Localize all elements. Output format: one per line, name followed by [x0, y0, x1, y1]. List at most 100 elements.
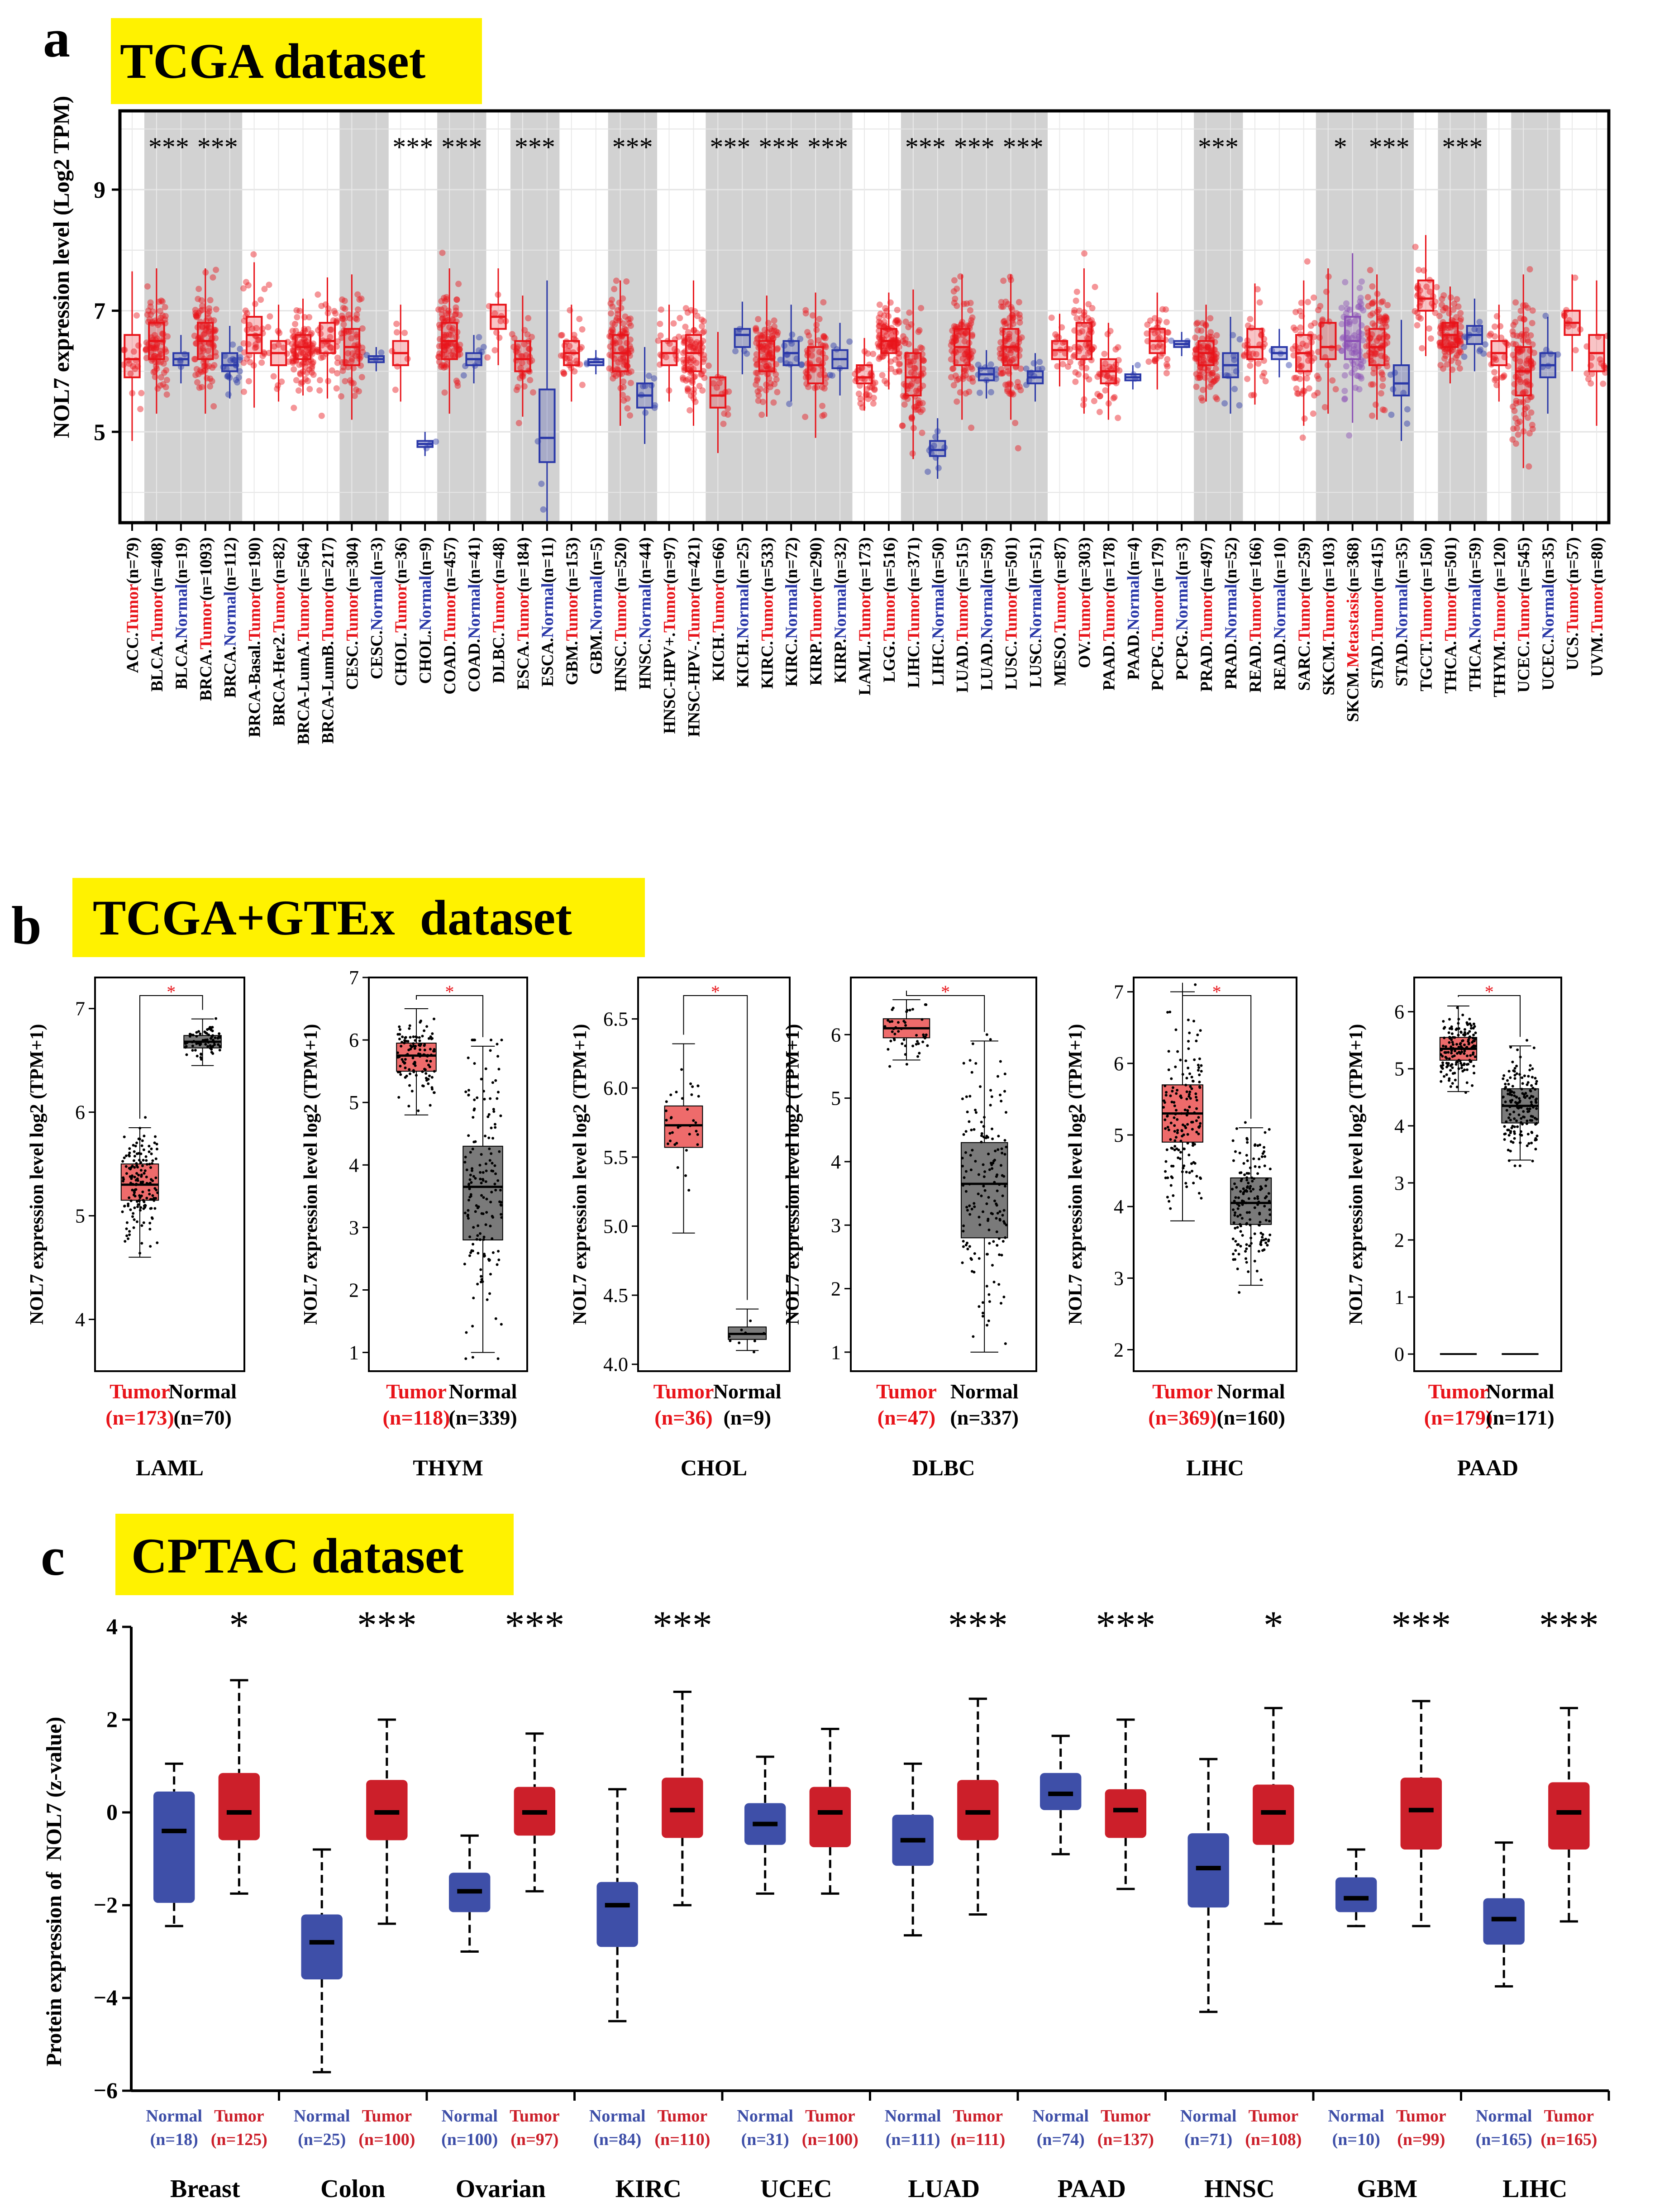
- data-point: [999, 1164, 1002, 1167]
- data-point: [485, 1197, 488, 1201]
- data-point: [920, 358, 927, 364]
- data-point: [423, 1049, 426, 1052]
- y-axis-label: NOL7 expression level log2 (TPM+1): [782, 1024, 803, 1325]
- data-point: [802, 310, 809, 317]
- panel-c: c CPTAC dataset Protein expression of NO…: [41, 1514, 1610, 2212]
- data-point: [919, 406, 926, 413]
- data-point: [412, 1042, 415, 1045]
- data-point: [1245, 1154, 1248, 1157]
- data-point: [1006, 336, 1012, 343]
- data-point: [127, 1202, 130, 1206]
- data-point: [1208, 334, 1215, 340]
- data-point: [310, 340, 317, 347]
- data-point: [1003, 1153, 1006, 1156]
- data-point: [306, 366, 313, 373]
- data-point: [906, 341, 912, 348]
- data-point: [613, 372, 620, 379]
- data-point: [237, 346, 243, 353]
- data-point: [1523, 1116, 1526, 1119]
- data-point: [472, 1297, 475, 1300]
- data-point: [464, 1090, 467, 1093]
- data-point: [295, 387, 302, 394]
- data-point: [1442, 352, 1449, 359]
- data-point: [767, 384, 774, 391]
- data-point: [1198, 1073, 1201, 1077]
- data-point: [1456, 1052, 1459, 1055]
- data-point: [988, 1300, 991, 1303]
- data-point: [1192, 334, 1199, 341]
- group-kind: Tumor: [709, 584, 728, 633]
- data-point: [919, 345, 925, 352]
- data-point: [1526, 1081, 1530, 1084]
- data-point: [798, 361, 805, 368]
- data-point: [1221, 400, 1228, 407]
- data-point: [863, 386, 870, 392]
- data-point: [1184, 1083, 1187, 1087]
- data-point: [1502, 1095, 1505, 1098]
- data-point: [1451, 1082, 1454, 1085]
- panel-a-xlabels: ACC.Tumor(n=79)BLCA.Tumor(n=408)BLCA.Nor…: [124, 523, 1607, 745]
- data-point: [1442, 1020, 1445, 1023]
- data-point: [767, 349, 773, 356]
- x-tick-label: BRCA-Basal.Tumor(n=190): [246, 537, 264, 737]
- data-point: [139, 1206, 143, 1209]
- data-point: [1097, 393, 1103, 400]
- data-point: [1174, 1065, 1177, 1068]
- data-point: [1344, 305, 1351, 312]
- data-point: [1252, 1187, 1255, 1191]
- data-point: [949, 365, 956, 372]
- data-point: [628, 345, 634, 352]
- group-n: (n=97): [661, 537, 679, 584]
- data-point: [815, 357, 822, 363]
- x-tick-label: CESC.Normal(n=3): [367, 537, 386, 679]
- data-point: [1467, 1063, 1470, 1066]
- data-point: [200, 345, 206, 352]
- data-point: [476, 347, 482, 354]
- data-point: [1249, 350, 1256, 357]
- data-point: [563, 355, 570, 362]
- box: [856, 364, 873, 385]
- panel-b-title: TCGA+GTEx dataset: [93, 890, 572, 945]
- data-point: [606, 333, 613, 340]
- x-tick-label: LUAD.Normal(n=59): [978, 537, 997, 691]
- data-point: [200, 347, 207, 354]
- group-kind: Tumor: [490, 584, 508, 633]
- data-point: [401, 1058, 404, 1061]
- data-point: [148, 344, 155, 351]
- data-point: [482, 1238, 485, 1241]
- data-point: [1264, 1131, 1267, 1134]
- data-point: [1440, 365, 1446, 372]
- data-point: [1508, 1088, 1512, 1091]
- data-point: [1104, 331, 1111, 338]
- data-point: [816, 349, 823, 356]
- data-point: [128, 1147, 131, 1150]
- data-point: [1518, 1097, 1521, 1100]
- plot-frame: [1133, 977, 1297, 1372]
- significance-bracket: [683, 995, 748, 1300]
- group-n: (n=153): [563, 537, 582, 592]
- data-point: [1358, 300, 1364, 307]
- data-point: [1091, 398, 1097, 405]
- data-point: [876, 323, 882, 329]
- data-point: [881, 347, 887, 354]
- data-point: [680, 356, 687, 363]
- group-n: (n=59): [978, 537, 997, 584]
- data-point: [1512, 341, 1519, 348]
- data-point: [1468, 1058, 1471, 1062]
- data-point: [995, 1230, 998, 1234]
- significance-star: *: [1485, 982, 1494, 1002]
- data-point: [438, 363, 444, 370]
- data-point: [471, 1356, 474, 1359]
- data-point: [1530, 1084, 1533, 1087]
- data-point: [916, 400, 923, 407]
- data-point: [1164, 1160, 1168, 1163]
- data-point: [877, 319, 884, 326]
- data-point: [302, 363, 309, 370]
- data-point: [917, 409, 924, 415]
- gtex-plot-lihc: NOL7 expression level log2 (TPM+1)234567…: [1065, 977, 1297, 1480]
- data-point: [1193, 383, 1200, 390]
- data-point: [1341, 396, 1348, 403]
- data-point: [677, 315, 683, 321]
- data-point: [198, 369, 205, 376]
- data-point: [148, 1228, 152, 1231]
